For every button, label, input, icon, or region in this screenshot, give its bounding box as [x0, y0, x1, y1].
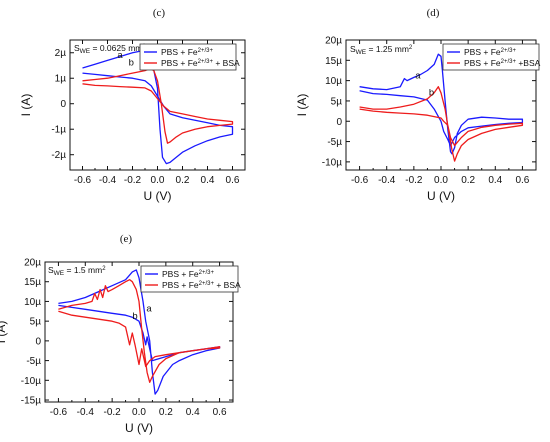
- y-tick-label: 10µ: [24, 297, 41, 308]
- y-tick-label: 5µ: [30, 317, 42, 328]
- x-axis-label: U (V): [144, 189, 172, 203]
- series-group: [359, 53, 524, 162]
- x-tick-label: -0.6: [50, 407, 68, 418]
- series-line-b: [359, 86, 524, 162]
- y-tick-label: -10µ: [21, 376, 41, 387]
- x-tick-label: 0.6: [515, 175, 529, 186]
- electrode-area-label: SWE = 1.5 mm2: [48, 265, 106, 277]
- y-tick-label: 1µ: [55, 74, 67, 85]
- y-tick-label: 15µ: [24, 277, 41, 288]
- y-tick-label: -15µ: [21, 396, 41, 407]
- series-group: [58, 269, 221, 395]
- y-tick-label: -10µ: [322, 157, 342, 168]
- legend-entry: PBS + Fe2+/3+: [162, 269, 214, 279]
- legend-box: [140, 265, 239, 293]
- curve-label-a: a: [117, 50, 123, 61]
- x-tick-label: 0.2: [461, 175, 475, 186]
- x-tick-label: 0.2: [176, 175, 190, 186]
- y-tick-label: -5µ: [26, 356, 41, 367]
- x-axis-label: U (V): [125, 421, 153, 435]
- legend-box: [139, 43, 237, 71]
- x-tick-label: 0.2: [159, 407, 173, 418]
- x-tick-label: 0.0: [132, 407, 146, 418]
- legend-entry: PBS + Fe2+/3+: [161, 47, 213, 57]
- y-tick-label: 15µ: [325, 56, 342, 67]
- legend-entry: PBS + Fe2+/3+ +BSA: [464, 58, 541, 68]
- x-tick-label: 0.0: [151, 175, 165, 186]
- series-line-a: [58, 269, 221, 395]
- series-line-b: [58, 279, 221, 383]
- y-tick-label: -5µ: [327, 137, 342, 148]
- y-axis-label: I (A): [19, 94, 33, 117]
- y-tick-label: 5µ: [331, 96, 343, 107]
- y-tick-label: 20µ: [24, 258, 41, 269]
- legend-entry: PBS + Fe2+/3+: [464, 47, 516, 57]
- legend-entry: PBS + Fe2+/3+ + BSA: [161, 58, 240, 68]
- x-tick-label: 0.4: [186, 407, 200, 418]
- curve-label-b: b: [132, 311, 137, 322]
- y-tick-label: 10µ: [325, 76, 342, 87]
- curve-label-a: a: [415, 71, 421, 82]
- panel-c: (c) -0.6 -0.4 -0.2 0.0 0.2 0.4 0.6 -2µ -1µ 0 1µ 2µ U …: [19, 7, 246, 203]
- x-tick-label: -0.4: [99, 175, 117, 186]
- y-tick-label: -2µ: [51, 150, 66, 161]
- panel-d: (d) -0.6 -0.4 -0.2 0.0 0.2 0.4 0.6 -10µ -5µ 0 5µ 10µ…: [295, 7, 541, 203]
- y-axis-label: I (A): [295, 94, 309, 117]
- y-tick-label: 2µ: [55, 48, 67, 59]
- x-tick-label: 0.4: [201, 175, 215, 186]
- panel-label: (e): [120, 233, 133, 245]
- x-tick-label: 0.6: [213, 407, 227, 418]
- series-line-a: [359, 53, 524, 155]
- y-axis-label: I (A): [0, 321, 8, 344]
- y-tick-label: 0: [336, 117, 342, 128]
- x-tick-label: -0.4: [378, 175, 396, 186]
- y-tick-label: 0: [35, 336, 41, 347]
- x-tick-label: -0.2: [405, 175, 423, 186]
- legend-entry: PBS + Fe2+/3+ + BSA: [162, 280, 241, 290]
- curve-label-a: a: [146, 303, 152, 314]
- electrode-area-label: SWE = 1.25 mm2: [350, 44, 413, 56]
- x-tick-label: -0.6: [351, 175, 369, 186]
- panel-label: (d): [427, 7, 440, 19]
- x-tick-label: 0.0: [434, 175, 448, 186]
- x-tick-label: 0.6: [226, 175, 240, 186]
- x-tick-label: -0.2: [124, 175, 142, 186]
- y-tick-label: -1µ: [51, 125, 66, 136]
- curve-label-b: b: [429, 88, 434, 99]
- curve-label-b: b: [129, 57, 134, 68]
- y-tick-label: 20µ: [325, 36, 342, 47]
- x-tick-label: -0.2: [104, 407, 122, 418]
- panel-e: (e) -0.6 -0.4 -0.2 0.0 0.2 0.4 0.6 -15µ -10µ -5µ 0 5…: [0, 233, 241, 435]
- x-tick-label: -0.6: [74, 175, 92, 186]
- x-tick-label: -0.4: [77, 407, 95, 418]
- x-axis-label: U (V): [427, 189, 455, 203]
- legend-box: [442, 43, 540, 71]
- x-tick-label: 0.4: [488, 175, 502, 186]
- y-tick-label: 0: [60, 99, 66, 110]
- panel-label: (c): [153, 7, 166, 19]
